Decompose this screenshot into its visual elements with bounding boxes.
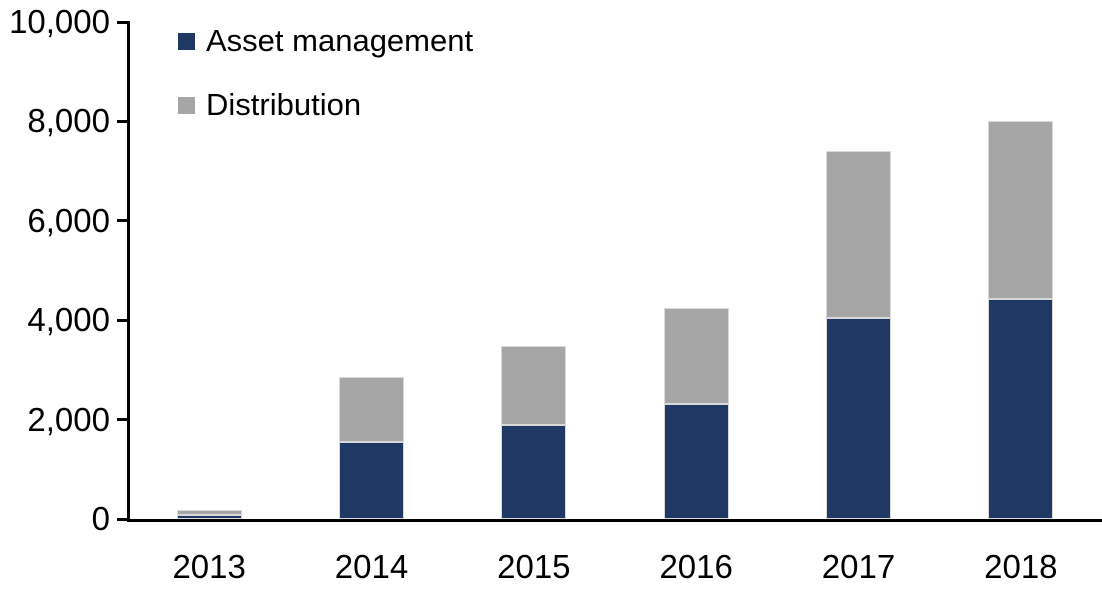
legend-item-distribution: Distribution	[178, 88, 473, 122]
bar-segment-2016-distribution	[663, 307, 729, 405]
x-axis-label-2016: 2016	[659, 548, 733, 585]
y-axis-tick	[117, 418, 128, 422]
y-axis-tick	[117, 119, 128, 123]
bar-segment-2014-distribution	[339, 377, 404, 443]
x-axis-label-2018: 2018	[984, 548, 1058, 585]
x-axis-label-2015: 2015	[497, 548, 571, 585]
y-axis-tick-label: 6,000	[27, 201, 110, 239]
y-axis-tick	[117, 517, 128, 521]
legend-label-asset-management: Asset management	[206, 23, 474, 58]
x-axis-line	[127, 519, 1102, 522]
bar-segment-2015-distribution	[501, 345, 567, 426]
y-axis-line	[127, 21, 130, 521]
bar-segment-2017-distribution	[826, 151, 891, 319]
bar-segment-2013-distribution	[176, 509, 242, 515]
bar-segment-2015-asset-management	[501, 425, 567, 519]
bar-segment-2013-asset-management	[176, 514, 242, 519]
y-axis-tick-label: 8,000	[27, 102, 110, 140]
legend: Asset management Distribution	[178, 24, 473, 152]
x-axis-label-2017: 2017	[821, 548, 896, 585]
y-axis-tick-label: 10,000	[9, 3, 110, 40]
bar-segment-2014-asset-management	[339, 442, 404, 519]
y-axis-tick-label: 4,000	[27, 301, 110, 339]
y-axis-tick-label: 2,000	[27, 400, 110, 438]
asset-management-swatch-icon	[178, 32, 195, 50]
x-axis-label-2014: 2014	[334, 548, 409, 585]
y-axis-tick	[117, 219, 128, 223]
y-axis-tick-label: 0	[91, 500, 110, 537]
legend-item-asset-management: Asset management	[178, 24, 473, 58]
distribution-swatch-icon	[178, 96, 195, 114]
bar-segment-2018-distribution	[988, 121, 1054, 300]
x-axis-label-2013: 2013	[172, 548, 246, 585]
y-axis-tick	[117, 20, 128, 24]
y-axis-tick	[117, 318, 128, 322]
bar-segment-2017-asset-management	[826, 318, 891, 519]
bar-segment-2018-asset-management	[988, 299, 1054, 519]
bar-segment-2016-asset-management	[663, 404, 729, 519]
legend-label-distribution: Distribution	[206, 87, 362, 122]
